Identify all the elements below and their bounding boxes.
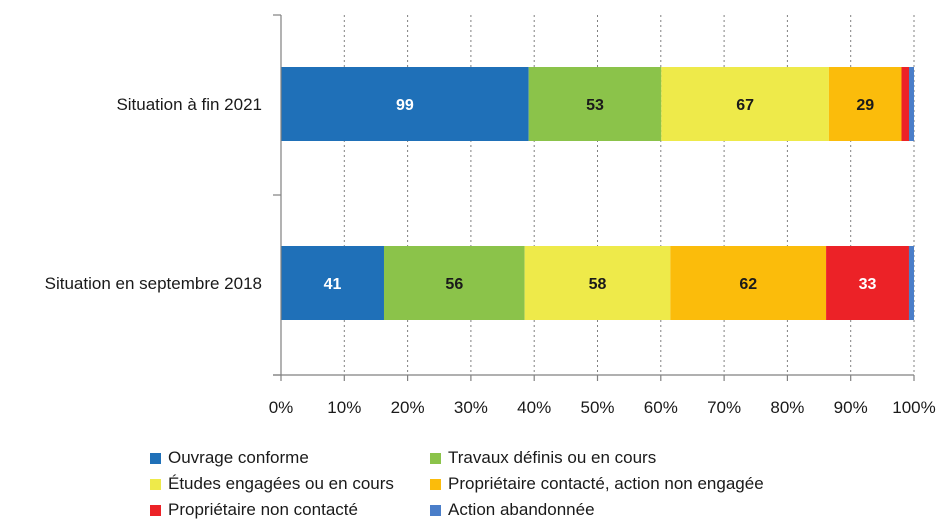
x-tick-label: 90% bbox=[834, 398, 868, 417]
bar-segment bbox=[826, 246, 909, 320]
data-label: 29 bbox=[856, 97, 874, 114]
legend-item: Propriétaire non contacté bbox=[150, 500, 358, 520]
legend-item: Études engagées ou en cours bbox=[150, 474, 394, 494]
legend-label: Études engagées ou en cours bbox=[168, 474, 394, 493]
legend-label: Travaux définis ou en cours bbox=[448, 448, 657, 467]
x-tick-label: 20% bbox=[391, 398, 425, 417]
x-tick-label: 0% bbox=[269, 398, 294, 417]
legend-item: Ouvrage conforme bbox=[150, 448, 309, 468]
category-label: Situation à fin 2021 bbox=[116, 95, 262, 114]
bar-segment bbox=[901, 67, 909, 141]
data-label: 33 bbox=[859, 276, 877, 293]
bar-segment bbox=[528, 67, 662, 141]
axes bbox=[273, 14, 915, 381]
x-tick-label: 100% bbox=[892, 398, 935, 417]
category-label: Situation en septembre 2018 bbox=[45, 274, 262, 293]
data-label: 99 bbox=[396, 97, 414, 114]
legend-label: Action abandonnée bbox=[448, 500, 595, 519]
bar-segment bbox=[661, 67, 829, 141]
legend-swatch bbox=[150, 478, 161, 490]
data-label: 58 bbox=[589, 276, 607, 293]
x-tick-label: 80% bbox=[770, 398, 804, 417]
legend-swatch bbox=[430, 452, 441, 464]
bar-segment bbox=[828, 67, 902, 141]
x-tick-label: 10% bbox=[327, 398, 361, 417]
x-tick-label: 50% bbox=[580, 398, 614, 417]
data-label: 62 bbox=[739, 276, 757, 293]
data-label: 67 bbox=[736, 97, 754, 114]
category-labels: Situation à fin 2021 Situation en septemb… bbox=[45, 95, 262, 293]
legend-swatch bbox=[430, 478, 441, 490]
bar-segment bbox=[908, 67, 914, 141]
legend-swatch bbox=[150, 452, 161, 464]
bar-segment bbox=[281, 67, 529, 141]
legend-label: Propriétaire non contacté bbox=[168, 500, 358, 519]
bar-segment bbox=[383, 246, 525, 320]
bar-segment bbox=[281, 246, 384, 320]
bar-segment bbox=[524, 246, 671, 320]
x-tick-label: 70% bbox=[707, 398, 741, 417]
legend-swatch bbox=[430, 504, 441, 516]
data-label: 53 bbox=[586, 97, 604, 114]
data-label: 56 bbox=[445, 276, 463, 293]
legend-label: Ouvrage conforme bbox=[168, 448, 309, 467]
bar-segment bbox=[670, 246, 827, 320]
x-tick-label: 30% bbox=[454, 398, 488, 417]
x-tick-label: 60% bbox=[644, 398, 678, 417]
x-tick-label: 40% bbox=[517, 398, 551, 417]
bar-segment bbox=[908, 246, 914, 320]
legend-label: Propriétaire contacté, action non engagé… bbox=[448, 474, 764, 493]
legend-item: Action abandonnée bbox=[430, 500, 595, 520]
x-tick-labels: 0% 10% 20% 30% 40% 50% 60% 70% 80% 90% 100% bbox=[269, 398, 936, 417]
legend-swatch bbox=[150, 504, 161, 516]
legend-item: Propriétaire contacté, action non engagé… bbox=[430, 474, 764, 494]
data-label: 41 bbox=[324, 276, 342, 293]
legend-item: Travaux définis ou en cours bbox=[430, 448, 656, 468]
bars: 99 53 67 29 41 56 58 62 33 bbox=[281, 67, 914, 320]
